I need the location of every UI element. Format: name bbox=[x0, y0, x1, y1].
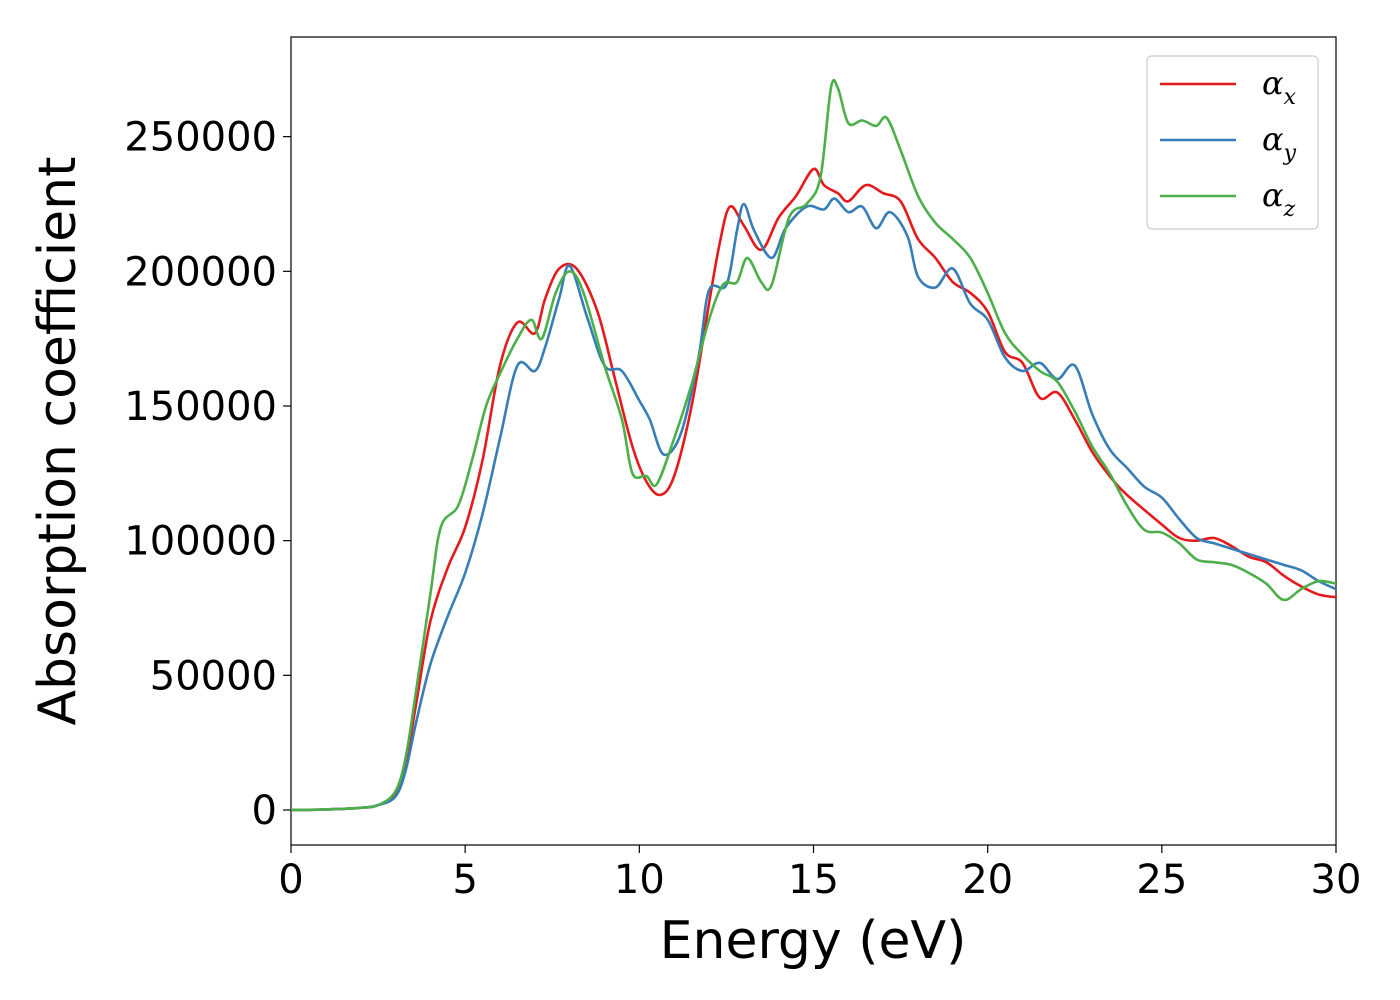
x-tick-label: 15 bbox=[788, 857, 839, 903]
x-tick-label: 20 bbox=[962, 857, 1013, 903]
y-axis-label: Absorption coefficient bbox=[28, 156, 88, 725]
x-tick-label: 10 bbox=[614, 857, 665, 903]
series-line-x bbox=[290, 167, 1337, 812]
y-axis-ticks: 0 50000 100000 150000 200000 250000 bbox=[124, 115, 291, 834]
x-axis-label: Energy (eV) bbox=[660, 911, 967, 971]
legend-label-y: αy bbox=[1262, 120, 1297, 166]
x-tick-label: 0 bbox=[278, 857, 303, 903]
y-tick-label: 150000 bbox=[124, 384, 277, 430]
x-tick-label: 5 bbox=[452, 857, 477, 903]
y-tick-label: 200000 bbox=[124, 249, 277, 295]
x-tick-label: 25 bbox=[1136, 857, 1187, 903]
y-tick-label: 100000 bbox=[124, 519, 277, 565]
legend: αx αy αz bbox=[1146, 55, 1319, 230]
x-axis-ticks: 0 5 10 15 20 25 30 bbox=[278, 845, 1361, 903]
legend-label-x: αx bbox=[1262, 64, 1297, 110]
legend-label-z: αz bbox=[1262, 176, 1296, 222]
legend-frame bbox=[1146, 55, 1319, 230]
y-tick-label: 0 bbox=[252, 788, 277, 834]
series-line-z bbox=[290, 78, 1337, 812]
series-line-y bbox=[290, 197, 1337, 812]
y-tick-label: 50000 bbox=[150, 653, 277, 699]
y-tick-label: 250000 bbox=[124, 115, 277, 161]
series-layer bbox=[290, 78, 1337, 812]
x-tick-label: 30 bbox=[1311, 857, 1362, 903]
